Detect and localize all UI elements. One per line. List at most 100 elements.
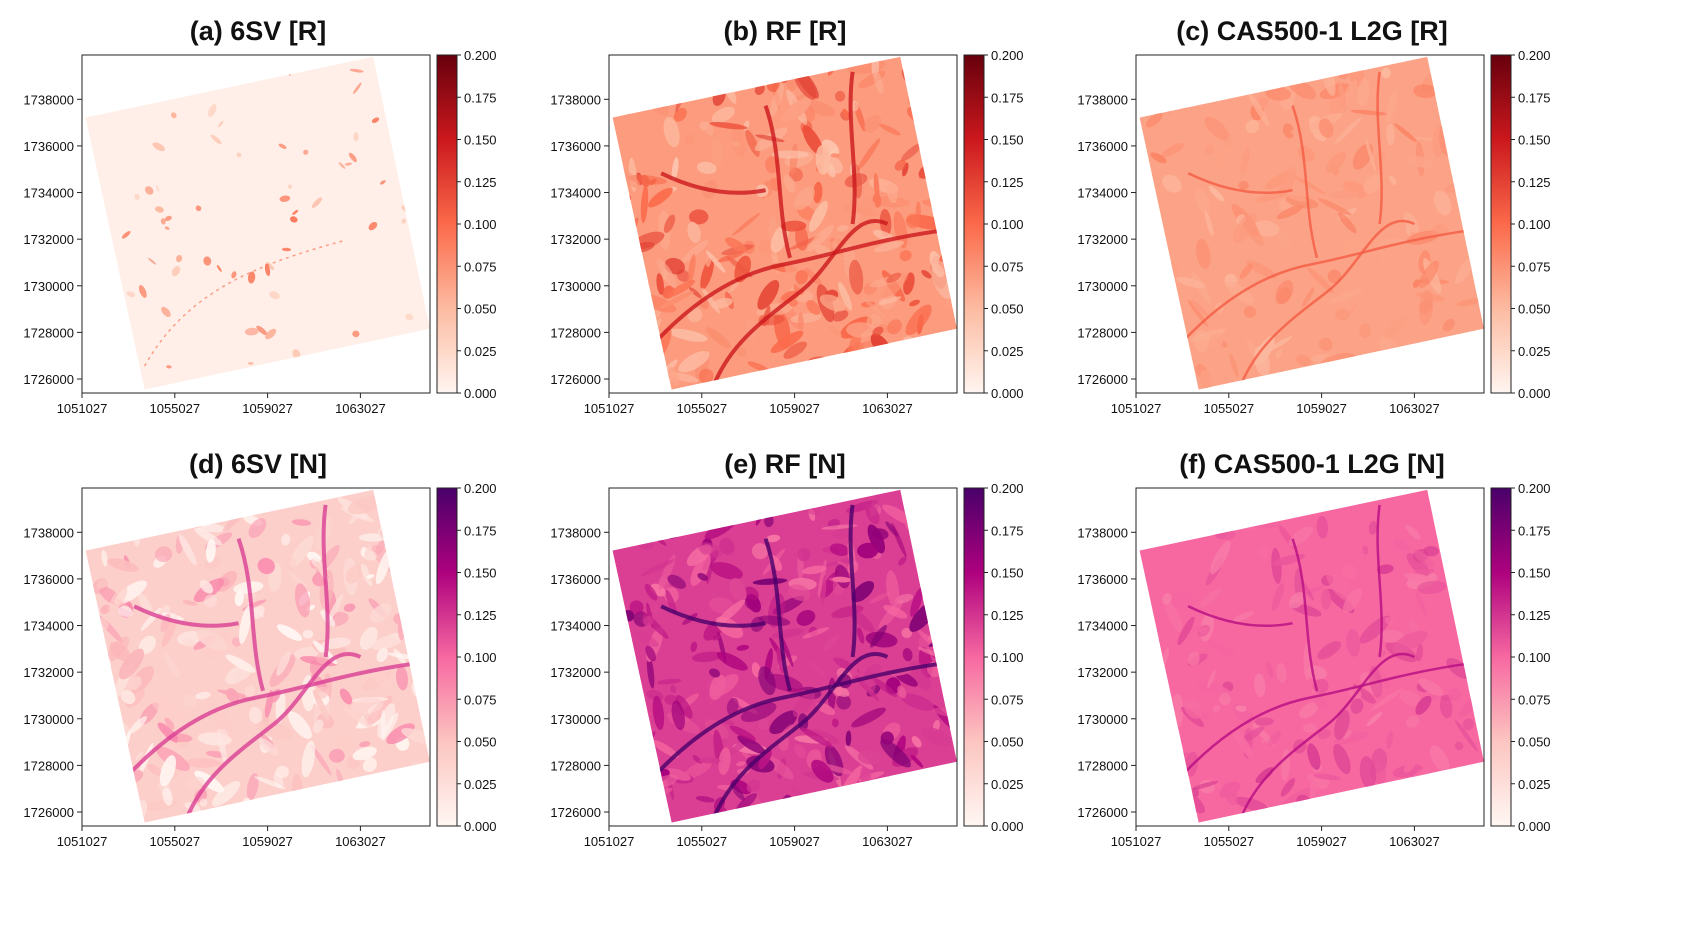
y-tick-label: 1734000 bbox=[550, 619, 601, 634]
raster-feature bbox=[1417, 580, 1447, 595]
raster-feature bbox=[675, 695, 693, 719]
river-channel bbox=[624, 661, 940, 811]
raster-feature bbox=[234, 590, 244, 607]
river-channel bbox=[236, 538, 265, 692]
raster-feature bbox=[1188, 651, 1200, 667]
raster-feature bbox=[802, 125, 823, 155]
raster-feature bbox=[658, 554, 676, 590]
raster-feature bbox=[194, 528, 223, 546]
river-channel bbox=[848, 504, 857, 658]
raster-feature bbox=[1302, 287, 1315, 308]
raster-feature bbox=[1288, 194, 1308, 202]
raster-feature bbox=[162, 787, 173, 806]
raster-feature bbox=[1233, 611, 1254, 623]
x-tick-label: 1063027 bbox=[335, 401, 386, 416]
raster-feature bbox=[1359, 615, 1391, 644]
raster-feature bbox=[869, 592, 891, 604]
raster-feature bbox=[335, 736, 354, 752]
river-channel bbox=[711, 652, 889, 820]
raster-feature bbox=[894, 159, 907, 171]
raster-feature bbox=[646, 655, 655, 689]
y-tick-label: 1736000 bbox=[23, 572, 74, 587]
raster-feature bbox=[898, 556, 907, 566]
y-tick-label: 1726000 bbox=[23, 372, 74, 387]
raster-feature bbox=[348, 152, 357, 163]
raster-feature bbox=[792, 691, 816, 717]
raster-feature bbox=[729, 725, 756, 742]
raster-feature bbox=[1318, 118, 1334, 139]
raster-feature bbox=[725, 237, 747, 253]
raster-feature bbox=[178, 533, 197, 566]
raster-feature bbox=[1327, 269, 1342, 284]
colorbar-tick-label: 0.000 bbox=[1518, 386, 1551, 401]
raster-feature bbox=[1275, 349, 1283, 359]
raster-feature bbox=[1240, 147, 1250, 175]
raster-feature bbox=[1250, 721, 1275, 747]
raster-feature bbox=[199, 579, 214, 594]
raster-feature bbox=[313, 686, 330, 700]
raster-feature bbox=[359, 741, 371, 748]
raster-feature bbox=[152, 142, 165, 152]
colorbar bbox=[436, 487, 458, 827]
river-channel bbox=[184, 652, 362, 820]
x-tick-label: 1055027 bbox=[1203, 834, 1254, 849]
colorbar-tick-label: 0.100 bbox=[991, 650, 1024, 665]
raster-feature bbox=[811, 759, 834, 783]
raster-feature bbox=[1162, 593, 1172, 605]
raster-feature bbox=[231, 271, 237, 279]
raster-feature bbox=[758, 666, 776, 696]
panel-title: (f) CAS500-1 L2G [N] bbox=[1179, 449, 1445, 479]
raster-feature bbox=[370, 603, 392, 623]
raster-feature bbox=[719, 538, 735, 555]
river-channel bbox=[1187, 605, 1293, 628]
raster-feature bbox=[1278, 232, 1292, 251]
raster-feature bbox=[1334, 116, 1362, 144]
y-tick-label: 1730000 bbox=[23, 279, 74, 294]
raster-feature bbox=[1168, 592, 1198, 609]
y-tick-label: 1736000 bbox=[550, 572, 601, 587]
raster-feature bbox=[1333, 743, 1351, 775]
raster-feature bbox=[819, 294, 846, 312]
raster-feature bbox=[147, 764, 163, 776]
raster-feature bbox=[310, 744, 332, 776]
raster-feature bbox=[1405, 715, 1420, 728]
colorbar-tick-label: 0.100 bbox=[1518, 217, 1551, 232]
raster-feature bbox=[1335, 308, 1350, 321]
panels-grid: (a) 6SV [R] 1051027 1055027 1059027 1063027 1… bbox=[23, 16, 1550, 849]
raster-feature bbox=[1210, 142, 1233, 173]
raster-feature bbox=[138, 285, 147, 298]
raster-feature bbox=[909, 299, 920, 307]
raster-feature bbox=[704, 719, 729, 740]
panel-2: (c) CAS500-1 L2G [R] 1051027 1055027 105902… bbox=[1077, 16, 1550, 416]
raster-feature bbox=[809, 661, 827, 678]
colorbar-tick-label: 0.025 bbox=[1518, 777, 1551, 792]
raster-feature bbox=[160, 218, 166, 225]
raster-feature bbox=[1343, 588, 1362, 613]
y-tick-label: 1732000 bbox=[23, 232, 74, 247]
raster-feature bbox=[886, 183, 898, 204]
raster-feature bbox=[667, 574, 686, 589]
raster-feature bbox=[312, 719, 324, 734]
raster-feature bbox=[769, 710, 798, 735]
raster-feature bbox=[665, 589, 677, 615]
raster-feature bbox=[1256, 545, 1270, 559]
raster-feature bbox=[148, 257, 157, 265]
raster-feature bbox=[292, 349, 301, 359]
colorbar-tick-label: 0.125 bbox=[991, 175, 1024, 190]
raster-feature bbox=[891, 523, 907, 558]
river-channel bbox=[1239, 220, 1415, 387]
raster-feature bbox=[1275, 280, 1294, 305]
x-tick-label: 1059027 bbox=[242, 401, 293, 416]
raster-feature bbox=[641, 559, 675, 577]
raster-feature bbox=[883, 604, 908, 619]
raster-feature bbox=[138, 593, 153, 615]
raster-feature bbox=[121, 231, 131, 239]
raster-feature bbox=[1408, 620, 1419, 635]
raster-feature bbox=[368, 221, 378, 231]
raster-feature bbox=[127, 676, 142, 691]
raster-feature bbox=[164, 215, 172, 221]
raster-feature bbox=[832, 576, 851, 583]
y-tick-label: 1728000 bbox=[1077, 758, 1128, 773]
plot-frame bbox=[608, 487, 958, 827]
raster-feature bbox=[246, 773, 259, 801]
